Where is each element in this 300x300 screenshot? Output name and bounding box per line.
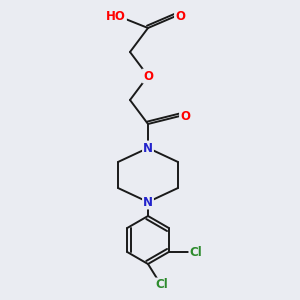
Text: O: O	[143, 70, 153, 83]
Text: O: O	[180, 110, 190, 122]
Text: Cl: Cl	[156, 278, 168, 292]
Text: N: N	[143, 142, 153, 154]
Text: HO: HO	[106, 10, 126, 22]
Text: N: N	[143, 196, 153, 208]
Text: O: O	[175, 10, 185, 22]
Text: Cl: Cl	[189, 245, 202, 259]
